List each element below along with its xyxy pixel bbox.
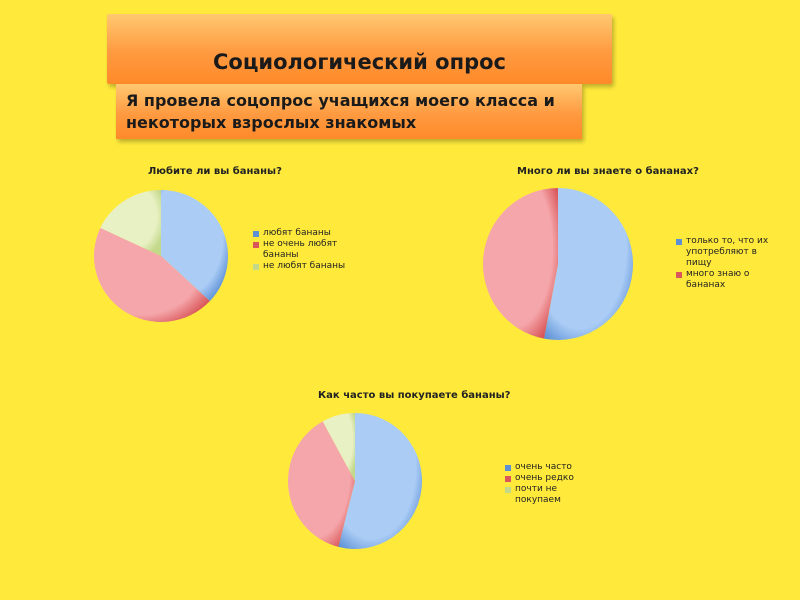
chart-2-legend-label-2: много знаю о бананах <box>686 269 750 290</box>
chart-2-legend-swatch-1 <box>676 239 682 245</box>
chart-2-slice-2 <box>483 188 558 339</box>
chart-1-legend-item-1: любят бананы <box>253 228 353 239</box>
chart-1-legend-label-3: не любят бананы <box>263 261 346 271</box>
subtitle-line-2: некоторых взрослых знакомых <box>126 113 417 132</box>
chart-2-legend-label-1: только то, что их употребляют в пищу <box>686 236 769 268</box>
chart-1-title: Любите ли вы бананы? <box>148 166 282 177</box>
chart-3-slice-3 <box>322 413 355 481</box>
chart-1-legend-item-2: не очень любят бананы <box>253 239 353 261</box>
chart-1-legend-item-3: не любят бананы <box>253 261 353 272</box>
chart-3-slice-2 <box>288 421 355 547</box>
chart-2-legend-item-1: только то, что их употребляют в пищу <box>676 236 776 269</box>
chart-2-title: Много ли вы знаете о бананах? <box>517 166 699 177</box>
chart-3-legend-swatch-2 <box>505 476 511 482</box>
subtitle-box <box>116 84 582 139</box>
chart-1-legend-label-1: любят бананы <box>263 228 331 238</box>
chart-1-slice-3 <box>100 190 161 256</box>
chart-2-slice-1 <box>543 188 633 340</box>
chart-3-legend: очень часто очень редко почти не покупаем <box>505 462 605 506</box>
chart-3-title: Как часто вы покупаете бананы? <box>318 390 511 401</box>
chart-2-legend-swatch-2 <box>676 272 682 278</box>
chart-3-legend-item-1: очень часто <box>505 462 605 473</box>
subtitle-line-1: Я провела соцопрос учащихся моего класса… <box>126 91 555 110</box>
chart-3-legend-label-3: почти не покупаем <box>515 484 561 505</box>
chart-2-legend-item-2: много знаю о бананах <box>676 269 776 291</box>
chart-3-pie <box>288 413 422 549</box>
chart-1-slice-2 <box>94 227 210 322</box>
subtitle: Я провела соцопрос учащихся моего класса… <box>126 90 586 134</box>
chart-1-legend-swatch-1 <box>253 231 259 237</box>
chart-1-legend-swatch-3 <box>253 264 259 270</box>
chart-3-legend-label-1: очень часто <box>515 462 572 472</box>
chart-3-slice-1 <box>338 413 422 549</box>
chart-2-legend: только то, что их употребляют в пищу мног… <box>676 236 776 291</box>
title-banner <box>107 14 612 84</box>
chart-1-legend-swatch-2 <box>253 242 259 248</box>
chart-1-slice-1 <box>161 190 228 302</box>
chart-2-pie <box>483 188 633 340</box>
chart-3-legend-swatch-1 <box>505 465 511 471</box>
chart-1-legend: любят бананы не очень любят бананы не любя… <box>253 228 353 272</box>
chart-3-legend-item-2: очень редко <box>505 473 605 484</box>
chart-1-pie <box>94 190 228 322</box>
chart-1-legend-label-2: не очень любят бананы <box>263 239 338 260</box>
chart-3-legend-label-2: очень редко <box>515 473 574 483</box>
chart-3-legend-swatch-3 <box>505 487 511 493</box>
page-title: Социологический опрос <box>213 50 506 74</box>
chart-3-legend-item-3: почти не покупаем <box>505 484 605 506</box>
